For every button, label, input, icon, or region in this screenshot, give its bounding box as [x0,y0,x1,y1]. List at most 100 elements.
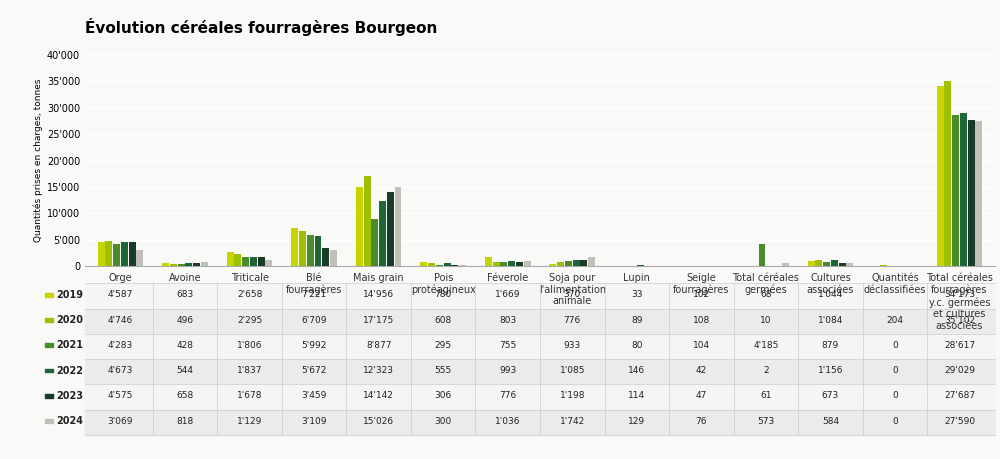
Bar [831,260,838,266]
Bar [322,248,329,266]
Text: 14'956: 14'956 [363,290,394,299]
Text: 683: 683 [176,290,194,299]
Bar [330,250,337,266]
Text: 61: 61 [760,391,772,400]
Bar [307,235,314,266]
Text: 1'837: 1'837 [237,366,262,375]
Bar [170,263,177,266]
Text: 306: 306 [435,391,452,400]
Text: 0: 0 [892,391,898,400]
Text: 370: 370 [564,290,581,299]
Text: 3'109: 3'109 [301,416,327,425]
Text: Évolution céréales fourragères Bourgeon: Évolution céréales fourragères Bourgeon [85,18,437,36]
Bar [105,241,112,266]
Text: 10: 10 [760,315,772,325]
Text: 89: 89 [631,315,643,325]
Text: 993: 993 [499,366,516,375]
Bar [185,263,192,266]
Bar [549,264,556,266]
Bar [387,191,394,266]
Text: 755: 755 [499,341,516,350]
Text: 4'283: 4'283 [108,341,133,350]
Bar [937,86,944,266]
Bar [493,262,500,266]
Text: 1'085: 1'085 [560,366,585,375]
Text: 28'617: 28'617 [944,341,975,350]
Text: 5'672: 5'672 [301,366,327,375]
Text: Blé
fourragères: Blé fourragères [286,273,342,295]
Bar [444,263,451,266]
Text: 2022: 2022 [56,365,83,375]
Bar [782,263,789,266]
Bar [557,262,564,266]
Text: 114: 114 [628,391,645,400]
Text: 29'029: 29'029 [944,366,975,375]
Text: 3'459: 3'459 [301,391,327,400]
Text: 2023: 2023 [56,391,83,401]
Text: 108: 108 [693,315,710,325]
Bar [944,81,951,266]
Text: Cultures
associées: Cultures associées [807,273,854,295]
Text: 879: 879 [822,341,839,350]
Bar [265,260,272,266]
Bar [136,250,143,266]
Text: 12'323: 12'323 [363,366,394,375]
Text: Triticale: Triticale [231,273,269,283]
Bar [451,264,458,266]
Text: 673: 673 [822,391,839,400]
Text: 27'687: 27'687 [944,391,975,400]
Bar [580,260,587,266]
Text: 5'992: 5'992 [301,341,327,350]
Text: 4'575: 4'575 [108,391,133,400]
Bar [250,257,257,266]
Text: 1'806: 1'806 [237,341,262,350]
Text: 776: 776 [499,391,516,400]
Text: 818: 818 [176,416,194,425]
Text: Féverole: Féverole [487,273,528,283]
Text: 2020: 2020 [56,315,83,325]
Text: 2024: 2024 [56,416,83,426]
Bar [234,254,241,266]
Text: 4'587: 4'587 [108,290,133,299]
Bar [565,261,572,266]
Text: Total céréales
germées: Total céréales germées [732,273,799,295]
Text: 33: 33 [631,290,643,299]
Bar [759,244,765,266]
Bar [573,261,580,266]
Text: Pois
protéagineux: Pois protéagineux [411,273,476,295]
Bar [823,262,830,266]
Text: 776: 776 [564,315,581,325]
Text: 0: 0 [892,341,898,350]
Bar [291,228,298,266]
Bar [315,236,321,266]
Text: 496: 496 [176,315,194,325]
Text: 1'084: 1'084 [818,315,843,325]
Text: 15'026: 15'026 [363,416,394,425]
Bar [459,265,466,266]
Text: 34'173: 34'173 [944,290,975,299]
Text: 3'069: 3'069 [108,416,133,425]
Bar [839,263,846,266]
Bar [193,263,200,266]
Text: 1'742: 1'742 [560,416,585,425]
Text: 544: 544 [177,366,194,375]
Text: 8'877: 8'877 [366,341,391,350]
Bar [516,262,523,266]
Text: 2'658: 2'658 [237,290,262,299]
Text: Avoine: Avoine [169,273,201,283]
Bar [178,264,185,266]
Text: 1'129: 1'129 [237,416,262,425]
Text: Total céréales
fourragères
y.c. germées
et cultures
associées: Total céréales fourragères y.c. germées … [926,273,993,330]
Text: 1'198: 1'198 [560,391,585,400]
Bar [98,242,105,266]
Text: 129: 129 [628,416,645,425]
Text: 1'156: 1'156 [818,366,843,375]
Bar [588,257,595,266]
Bar [428,263,435,266]
Text: Mais grain: Mais grain [353,273,404,283]
Bar [846,263,853,266]
Text: 2'295: 2'295 [237,315,262,325]
Text: Orge: Orge [109,273,132,283]
Text: 17'175: 17'175 [363,315,394,325]
Bar [420,262,427,266]
